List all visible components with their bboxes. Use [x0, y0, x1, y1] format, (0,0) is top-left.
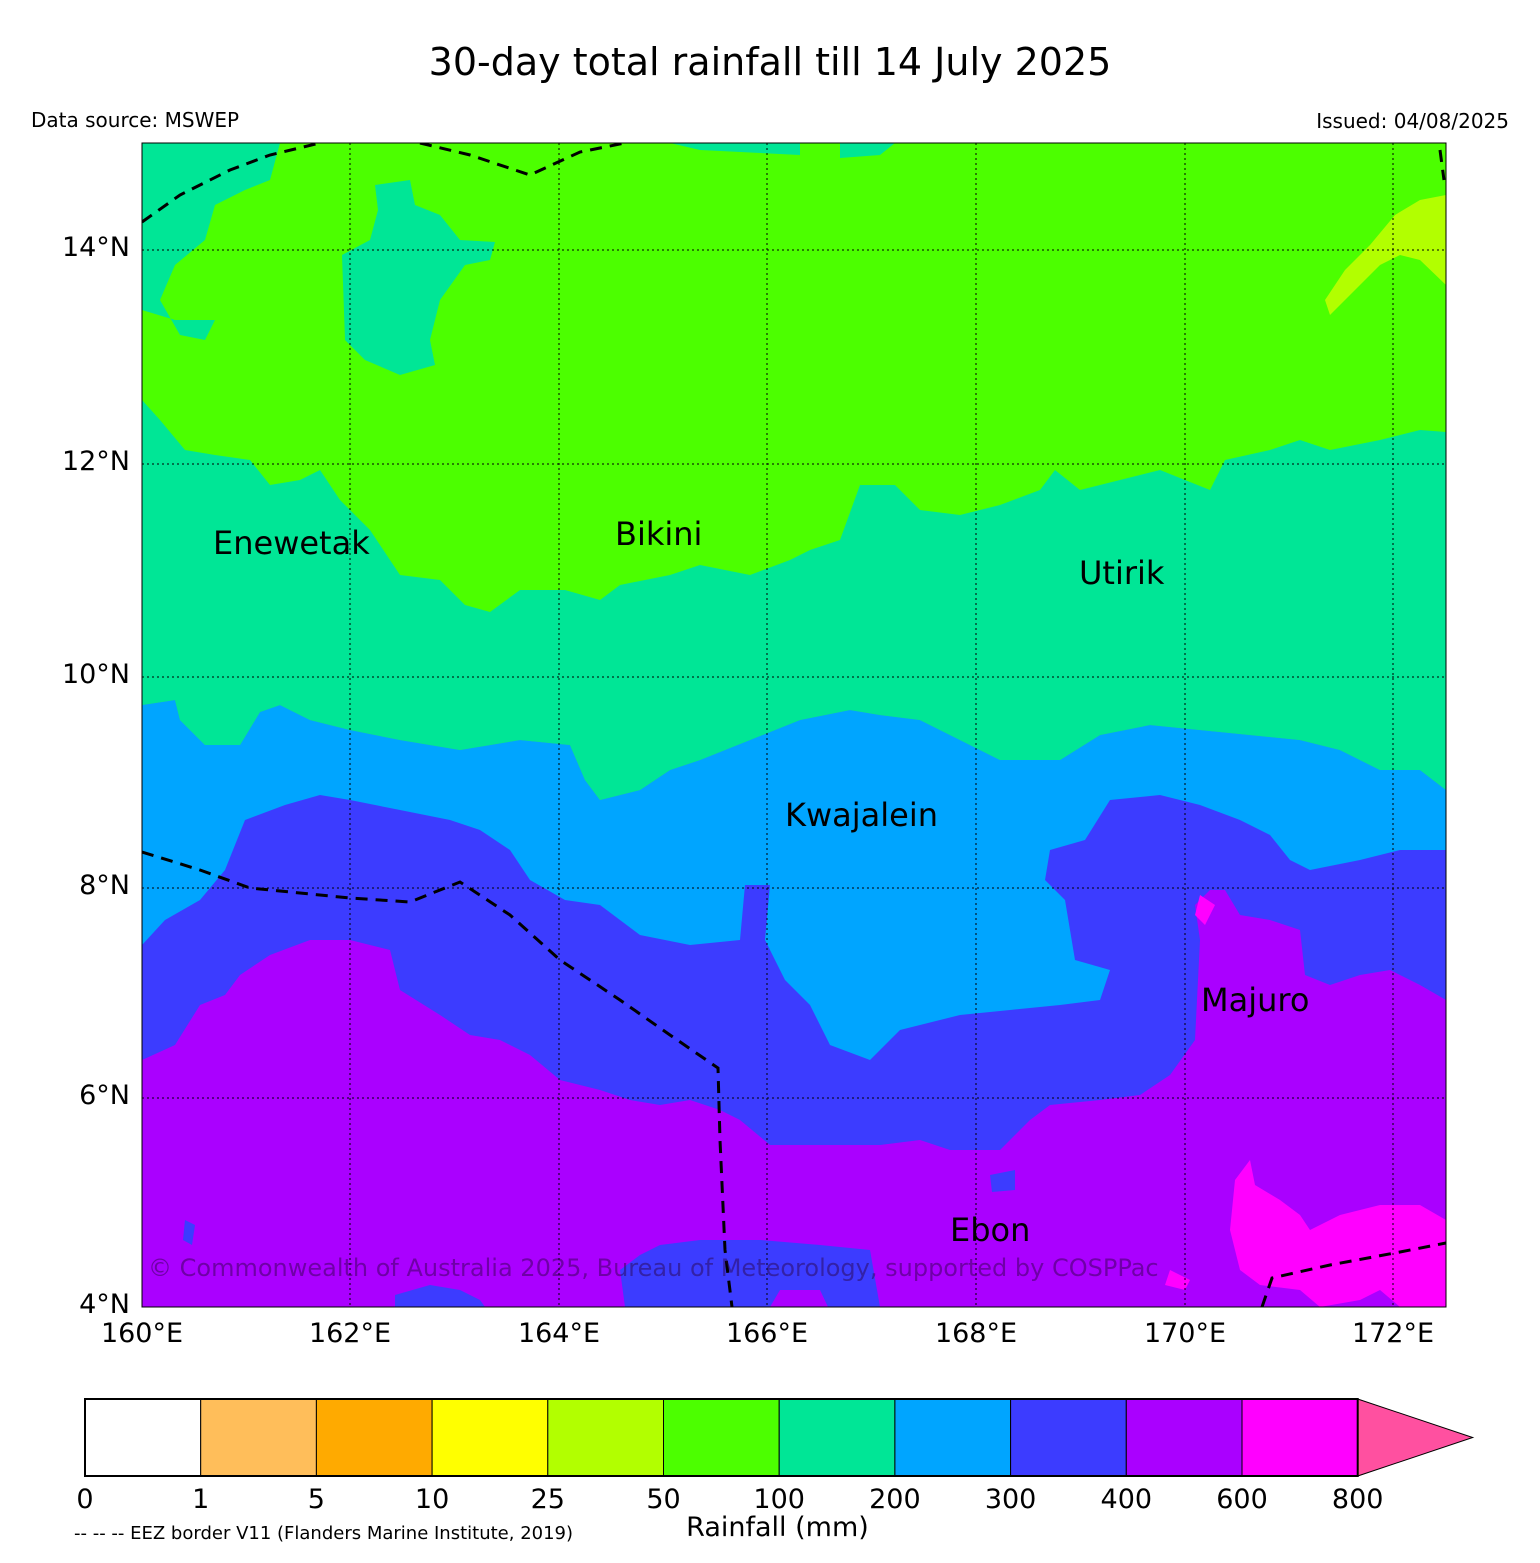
eez-border-note: -- -- -- EEZ border V11 (Flanders Marine…: [74, 1523, 574, 1544]
lon-label-164e: 164°E: [517, 1318, 601, 1349]
lon-label-162e: 162°E: [308, 1318, 392, 1349]
data-source-label: Data source: MSWEP: [31, 108, 240, 132]
lon-label-166e: 166°E: [725, 1318, 809, 1349]
colorbar-segment: [663, 1398, 780, 1477]
colorbar-segment: [315, 1398, 433, 1477]
zone-100-200: [142, 143, 280, 340]
lat-label-14n: 14°N: [61, 232, 130, 263]
place-label-utirik: Utirik: [1079, 554, 1165, 592]
map-frame: [141, 142, 1447, 1308]
colorbar-segment: [84, 1398, 202, 1477]
lat-label-12n: 12°N: [61, 446, 130, 477]
lat-label-10n: 10°N: [61, 659, 130, 690]
zone-100-200: [342, 180, 495, 375]
zone-25-50: [1325, 195, 1446, 315]
graticule: [142, 143, 1446, 1307]
issued-date-label: Issued: 04/08/2025: [1316, 109, 1509, 133]
colorbar-tick-label: 600: [1216, 1484, 1268, 1515]
map-title: 30-day total rainfall till 14 July 2025: [428, 40, 1112, 84]
colorbar-segment: [1010, 1398, 1127, 1477]
colorbar-segment: [547, 1398, 664, 1477]
zone-400-600: [142, 890, 1446, 1307]
colorbar-tick-label: 50: [646, 1484, 681, 1515]
copyright-notice: © Commonwealth of Australia 2025, Bureau…: [148, 1254, 1159, 1282]
zone-600-800: [1230, 1160, 1446, 1307]
place-label-majuro: Majuro: [1201, 981, 1310, 1019]
colorbar-tick-label: 800: [1331, 1484, 1384, 1515]
colorbar-segment: [431, 1398, 549, 1477]
colorbar-tick-label: 25: [530, 1484, 565, 1515]
colorbar-outline: [84, 1398, 1359, 1477]
colorbar-tick-label: 400: [1100, 1484, 1153, 1515]
place-label-enewetak: Enewetak: [213, 524, 370, 562]
place-label-kwajalein: Kwajalein: [785, 796, 939, 834]
colorbar-tick-label: 100: [753, 1484, 805, 1515]
place-label-ebon: Ebon: [950, 1211, 1031, 1249]
zone-100-200: [670, 143, 800, 155]
zone-100-200: [840, 143, 895, 158]
colorbar-tick-label: 10: [414, 1484, 450, 1515]
place-label-bikini: Bikini: [615, 515, 703, 553]
colorbar-tick-label: 200: [869, 1484, 921, 1515]
eez-border: [142, 143, 1446, 1307]
colorbar: [84, 1398, 1475, 1477]
colorbar-tick-label: 0: [76, 1484, 94, 1515]
lon-label-168e: 168°E: [934, 1318, 1018, 1349]
zone-600-800: [1195, 895, 1215, 925]
colorbar-tick-label: 1: [192, 1484, 210, 1515]
colorbar-title: Rainfall (mm): [686, 1512, 869, 1543]
zone-300-400: [620, 1240, 880, 1307]
lat-label-8n: 8°N: [79, 870, 130, 901]
rainfall-field: [142, 143, 1446, 1307]
colorbar-tick-label: 5: [307, 1484, 325, 1515]
lon-label-160e: 160°E: [100, 1318, 184, 1349]
lon-label-170e: 170°E: [1143, 1318, 1227, 1349]
colorbar-segment: [200, 1398, 317, 1477]
lon-label-172e: 172°E: [1351, 1318, 1435, 1349]
colorbar-tick-label: 300: [984, 1484, 1037, 1515]
colorbar-segment: [1241, 1398, 1359, 1477]
colorbar-segment: [1125, 1398, 1243, 1477]
colorbar-segment: [778, 1398, 896, 1477]
zone-100-200: [142, 400, 1446, 800]
colorbar-segment: [894, 1398, 1012, 1477]
lat-label-6n: 6°N: [79, 1080, 130, 1111]
lat-label-4n: 4°N: [79, 1289, 130, 1320]
zone-600-800: [1165, 1270, 1190, 1290]
zone-300-400: [395, 1285, 485, 1307]
zone-300-400: [990, 1170, 1015, 1192]
colorbar-extend-arrow: [1357, 1398, 1475, 1477]
zone-300-400: [183, 1220, 195, 1245]
